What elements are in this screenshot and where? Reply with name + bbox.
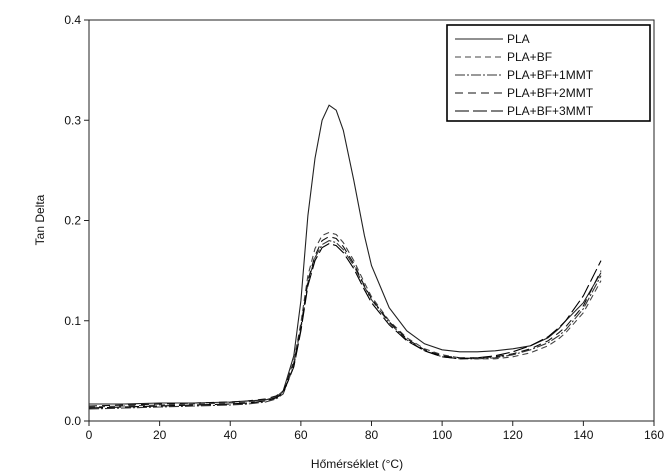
y-tick-label: 0.4 — [64, 13, 81, 27]
x-tick-label: 160 — [644, 428, 664, 442]
legend-label: PLA — [507, 32, 530, 46]
x-tick-label: 40 — [224, 428, 238, 442]
axes-layer: 0 20 40 60 80 100 120 140 160 0.0 0.1 0.2 0.3 0.4 — [64, 13, 664, 442]
x-tick-label: 100 — [432, 428, 452, 442]
series-line-pla-bf-3mmt — [88, 243, 602, 409]
legend-label: PLA+BF+2MMT — [507, 86, 594, 100]
y-tick-label: 0.3 — [64, 113, 81, 127]
y-axis-title: Tan Delta — [33, 194, 47, 245]
x-tick-label: 60 — [294, 428, 308, 442]
series-line-pla-bf — [88, 231, 602, 408]
series-line-pla-bf-2mmt — [88, 235, 602, 407]
legend-box — [446, 24, 651, 122]
x-tick-label: 0 — [86, 428, 93, 442]
legend-label: PLA+BF+1MMT — [507, 68, 594, 82]
x-tick-label: 20 — [153, 428, 167, 442]
y-tick-label: 0.0 — [64, 414, 81, 428]
x-tick-label: 80 — [365, 428, 379, 442]
x-tick-label: 140 — [573, 428, 593, 442]
legend-label: PLA+BF+3MMT — [507, 104, 594, 118]
y-tick-label: 0.2 — [64, 214, 81, 228]
x-axis-title: Hőmérséklet (°C) — [311, 457, 403, 471]
legend-label: PLA+BF — [507, 50, 552, 64]
series-layer — [88, 104, 602, 410]
x-tick-label: 120 — [503, 428, 523, 442]
y-tick-label: 0.1 — [64, 314, 81, 328]
series-line-pla — [89, 104, 602, 405]
legend: PLA PLA+BF PLA+BF+1MMT PLA+BF+2MMT PLA+BF+3M… — [446, 24, 651, 122]
series-line-pla-bf-1mmt — [88, 240, 602, 410]
